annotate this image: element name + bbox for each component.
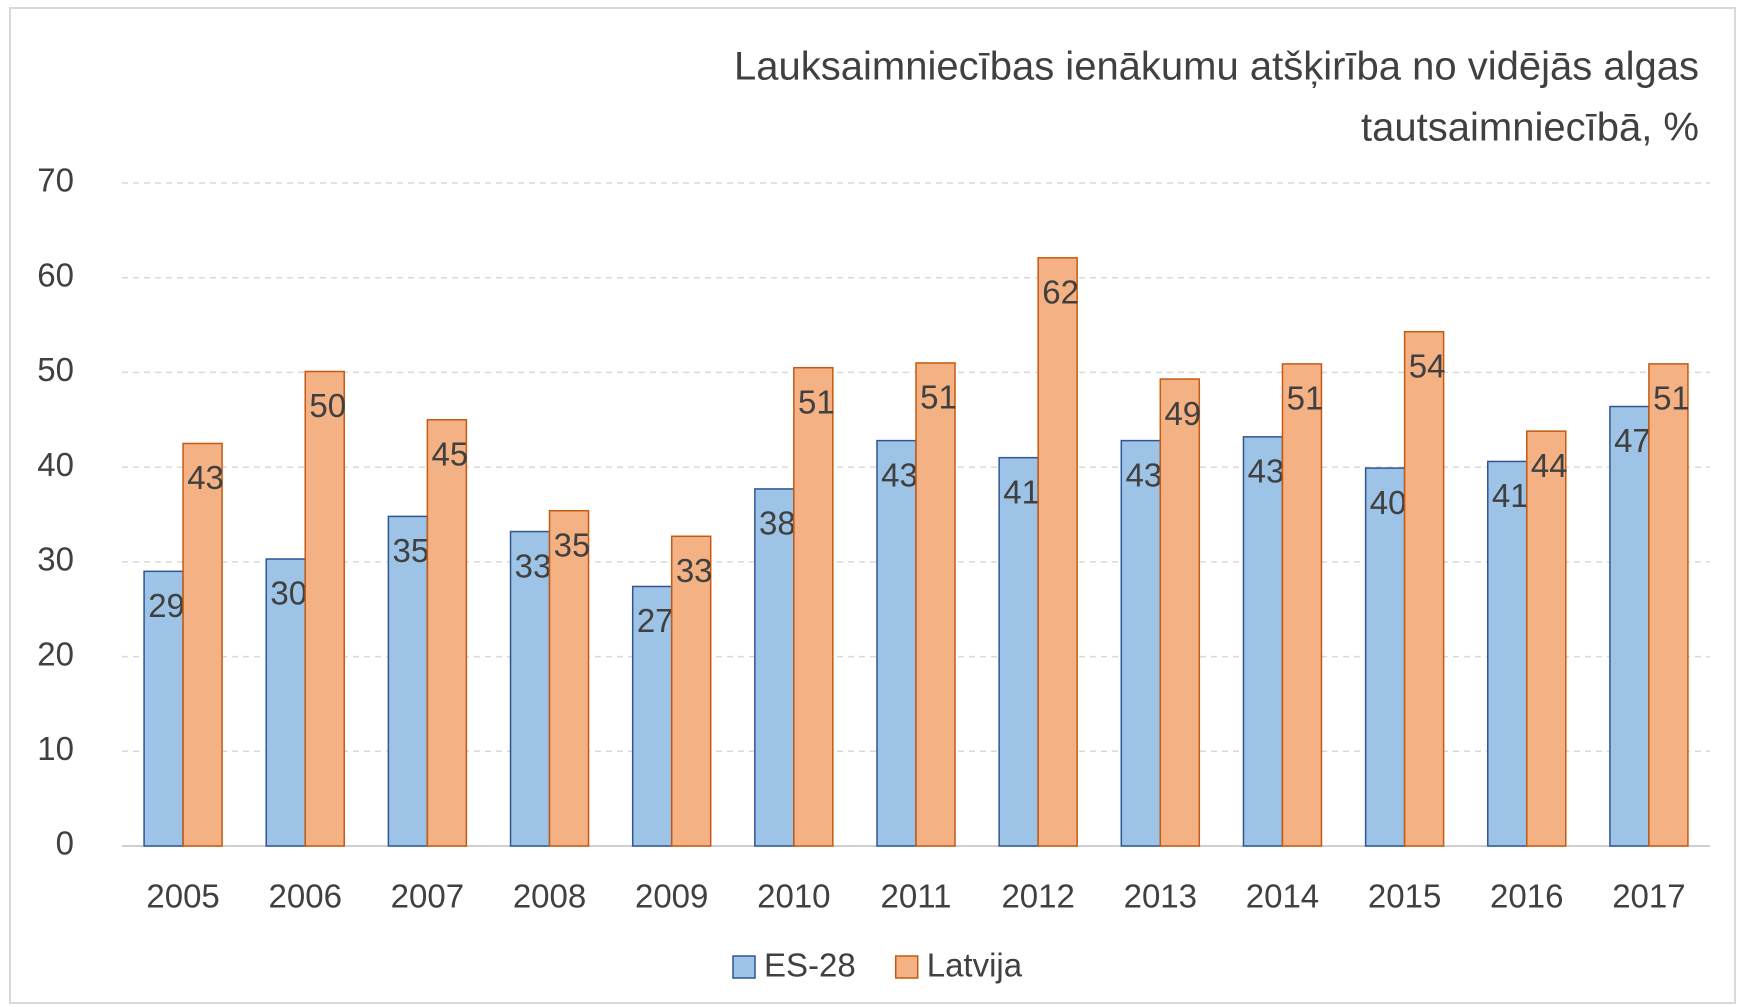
bar — [426, 419, 468, 847]
data-label: 30 — [270, 575, 307, 612]
bar — [265, 558, 306, 847]
legend-swatch — [732, 955, 756, 979]
data-label: 45 — [432, 436, 469, 473]
x-tick-label: 2009 — [635, 878, 708, 915]
data-label: 51 — [1287, 380, 1324, 417]
bar — [1609, 405, 1650, 847]
x-tick-label: 2017 — [1612, 878, 1685, 915]
bar — [670, 535, 712, 847]
bar — [1648, 363, 1689, 847]
y-tick-label: 70 — [37, 162, 74, 199]
y-tick-label: 40 — [37, 446, 74, 483]
data-label: 47 — [1614, 422, 1651, 459]
bar — [304, 370, 345, 847]
data-label: 62 — [1042, 274, 1079, 311]
x-tick-label: 2015 — [1368, 878, 1441, 915]
bar — [182, 442, 223, 847]
data-label: 41 — [1003, 473, 1040, 510]
bar — [548, 509, 590, 847]
y-tick-label: 20 — [37, 635, 74, 672]
data-label: 43 — [1125, 456, 1162, 493]
x-tick-label: 2011 — [881, 878, 952, 915]
bar — [876, 439, 917, 847]
x-tick-label: 2012 — [1001, 878, 1074, 915]
x-tick-label: 2005 — [146, 878, 219, 915]
data-label: 35 — [393, 532, 430, 569]
bar — [1120, 439, 1162, 847]
data-label: 51 — [798, 383, 835, 420]
data-label: 41 — [1492, 477, 1529, 514]
y-tick-label: 0 — [56, 825, 74, 862]
bar — [1242, 436, 1284, 847]
bar — [754, 488, 795, 847]
data-label: 43 — [1248, 453, 1285, 490]
y-tick-label: 30 — [37, 541, 74, 578]
bar — [1487, 460, 1528, 847]
data-label: 33 — [676, 552, 713, 589]
bar — [793, 366, 834, 847]
bar — [1159, 378, 1201, 847]
bar — [1037, 257, 1078, 847]
legend-label: Latvija — [927, 947, 1023, 984]
data-label: 49 — [1164, 395, 1201, 432]
data-label: 51 — [1653, 380, 1690, 417]
data-label: 44 — [1531, 447, 1568, 484]
bar — [1364, 467, 1406, 847]
x-tick-label: 2007 — [391, 878, 464, 915]
chart-title: Lauksaimniecības ienākumu atšķirība no v… — [734, 45, 1699, 89]
y-tick-label: 60 — [37, 256, 74, 293]
x-tick-label: 2016 — [1490, 878, 1563, 915]
bar — [1403, 330, 1445, 847]
x-tick-label: 2014 — [1246, 878, 1319, 915]
data-label: 43 — [881, 456, 918, 493]
data-label: 51 — [920, 379, 957, 416]
x-tick-label: 2010 — [757, 878, 830, 915]
chart-title: tautsaimniecībā, % — [1361, 106, 1699, 150]
legend-swatch — [894, 955, 919, 979]
x-tick-label: 2013 — [1124, 878, 1197, 915]
bar — [143, 570, 184, 847]
bar — [631, 585, 673, 847]
data-label: 50 — [309, 387, 346, 424]
data-label: 27 — [637, 602, 674, 639]
data-label: 29 — [148, 587, 185, 624]
y-tick-label: 50 — [37, 351, 74, 388]
bar — [1281, 363, 1323, 847]
data-label: 38 — [759, 505, 796, 542]
x-tick-label: 2008 — [513, 878, 586, 915]
bar — [998, 456, 1039, 847]
data-label: 35 — [554, 526, 591, 563]
bar — [915, 362, 956, 847]
y-tick-label: 10 — [37, 730, 74, 767]
x-tick-label: 2006 — [269, 878, 342, 915]
data-label: 33 — [515, 547, 552, 584]
legend-label: ES-28 — [764, 947, 856, 984]
chart-frame — [9, 7, 1736, 1004]
data-label: 54 — [1409, 347, 1446, 384]
bar — [1526, 430, 1567, 847]
data-label: 40 — [1370, 484, 1407, 521]
data-label: 43 — [187, 459, 224, 496]
